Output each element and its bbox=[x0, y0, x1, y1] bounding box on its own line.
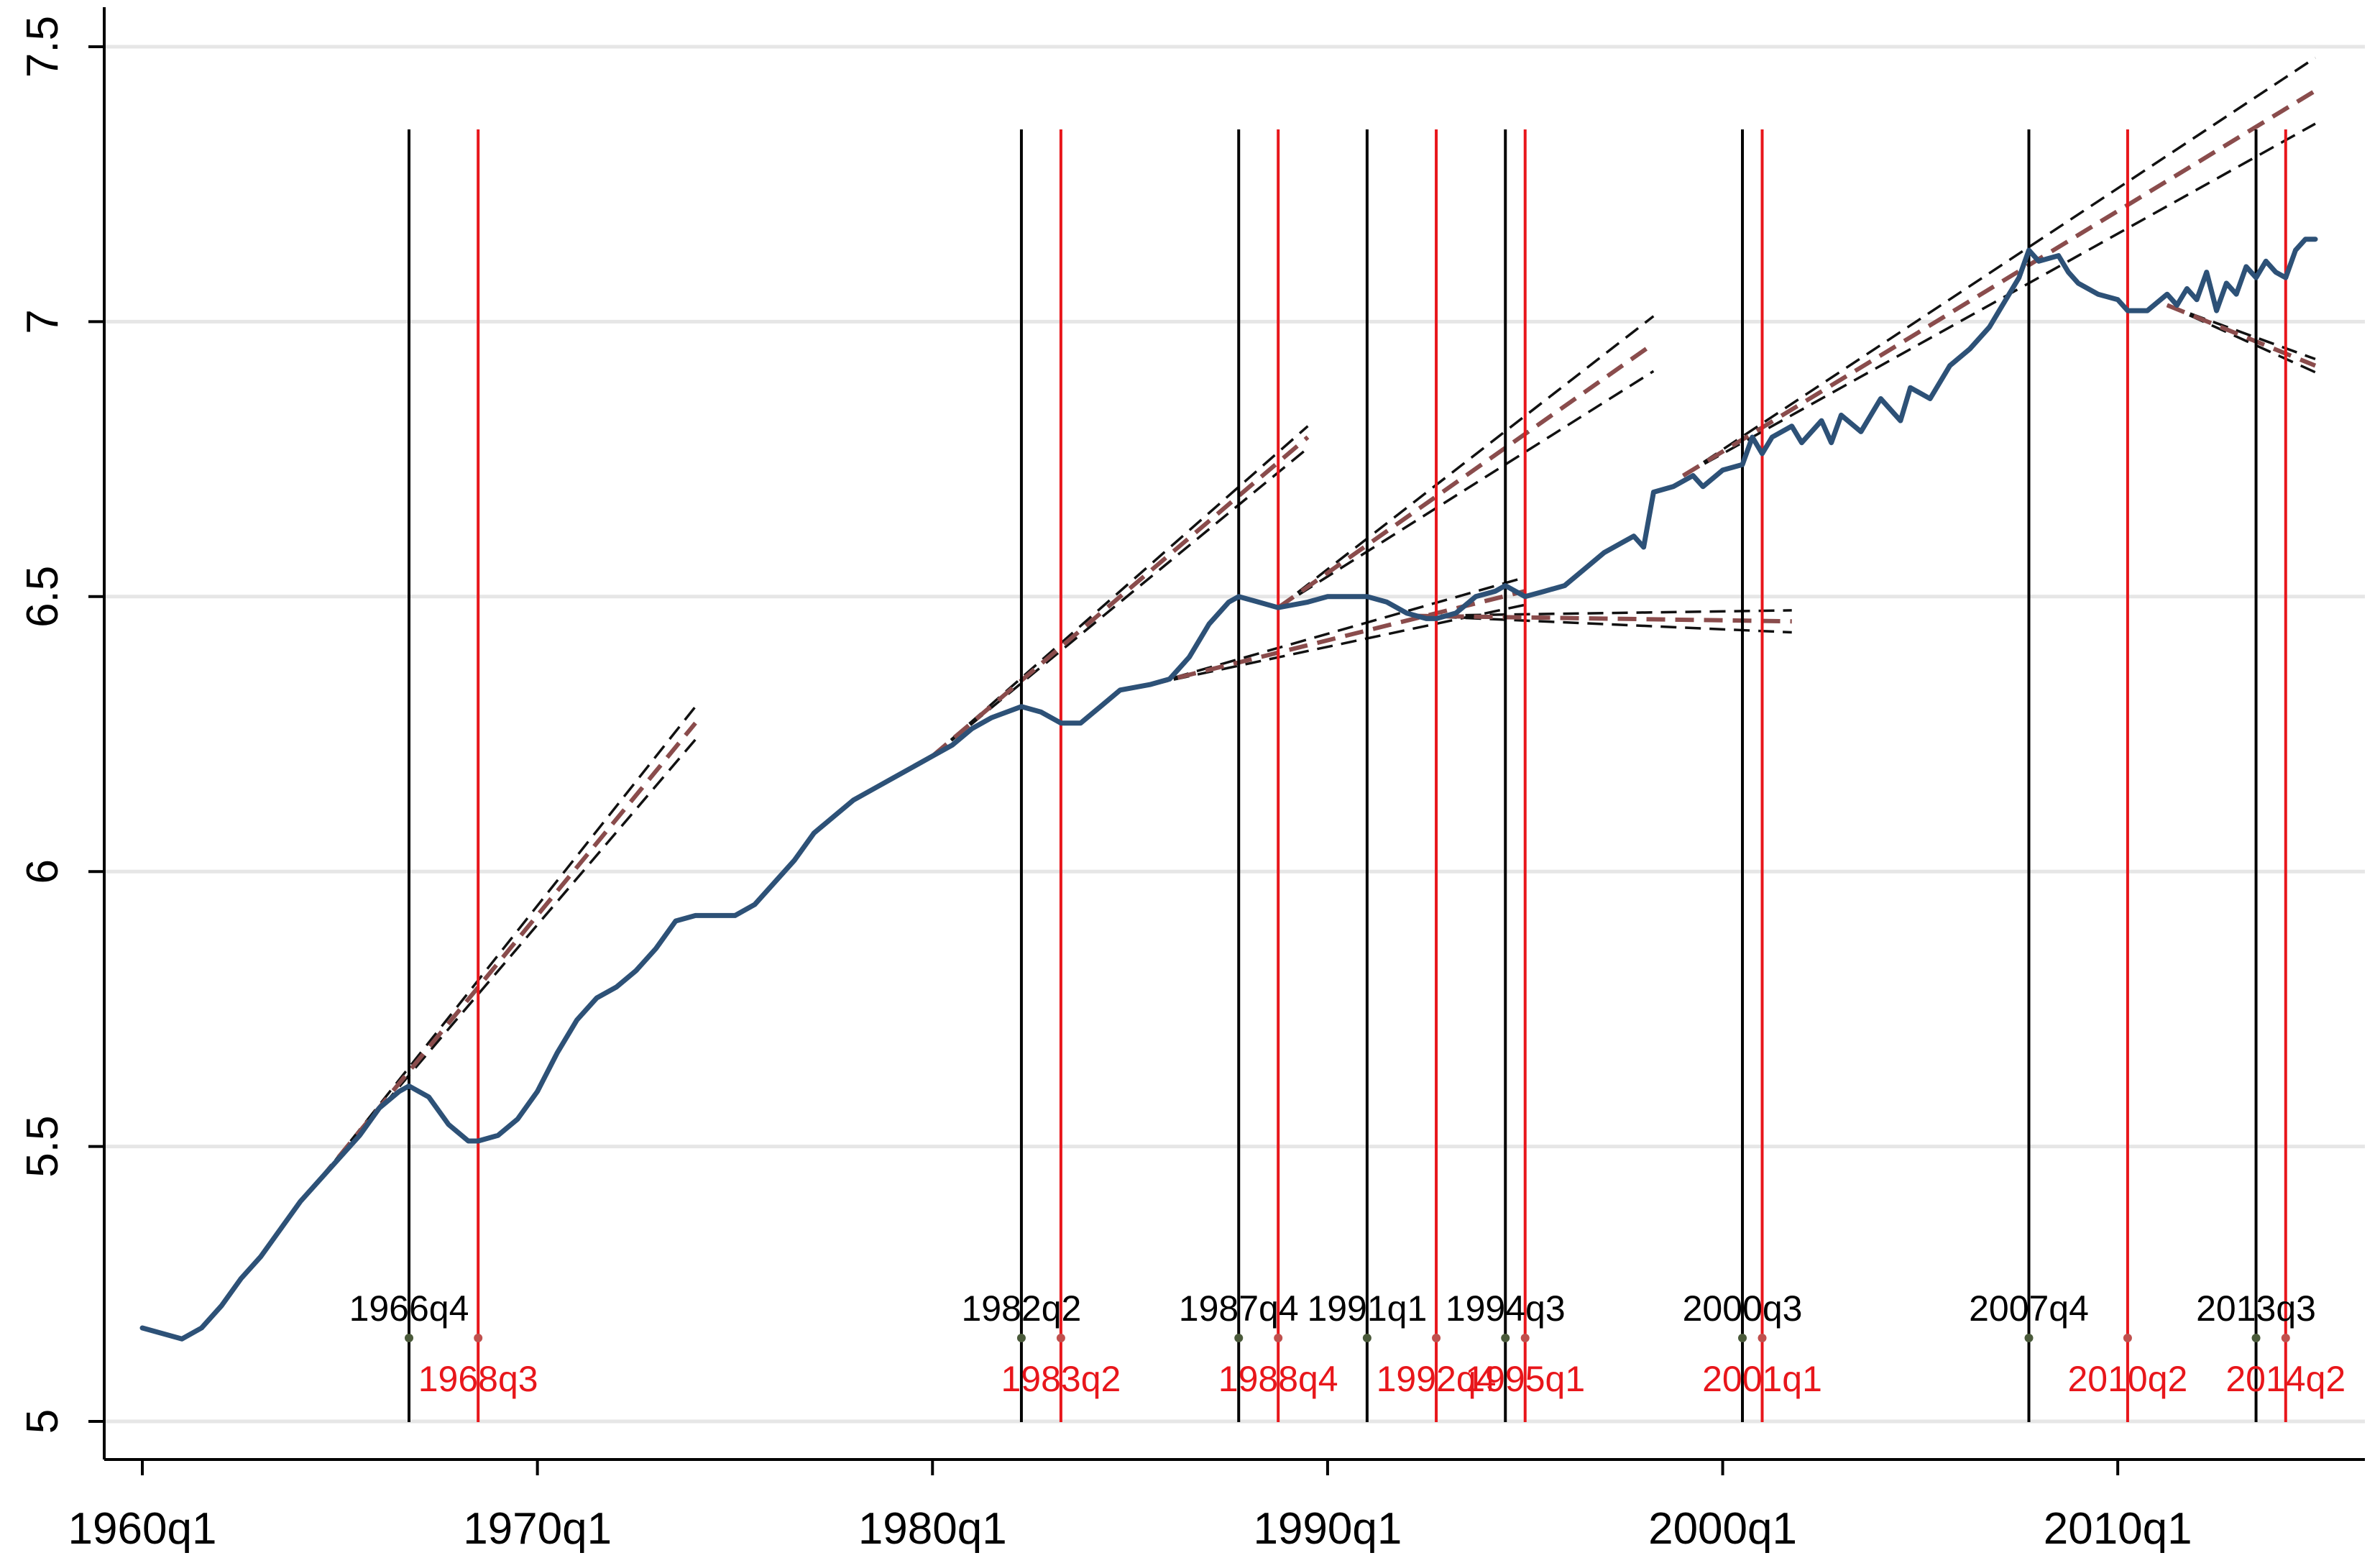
series-layer bbox=[139, 237, 2318, 1342]
y-tick-label: 6.5 bbox=[18, 566, 68, 628]
y-tick-label: 5 bbox=[18, 1409, 68, 1434]
turning-point-markers bbox=[405, 1334, 2290, 1342]
peak-label: 1991q1 bbox=[1307, 1288, 1427, 1329]
y-tick-label: 7 bbox=[18, 309, 68, 334]
x-tick-label: 1980q1 bbox=[858, 1504, 1007, 1554]
y-tick-label: 6 bbox=[18, 859, 68, 884]
trough-label: 1988q4 bbox=[1218, 1359, 1338, 1399]
peak-label: 2013q3 bbox=[2196, 1288, 2316, 1329]
peak-label: 1966q4 bbox=[349, 1288, 469, 1329]
trend-line bbox=[931, 435, 1310, 758]
x-tick-label: 1970q1 bbox=[463, 1504, 612, 1554]
trough-marker bbox=[1274, 1334, 1283, 1342]
trough-label: 1968q3 bbox=[418, 1359, 538, 1399]
x-tick-label: 1960q1 bbox=[68, 1504, 217, 1554]
x-tick-label: 1990q1 bbox=[1253, 1504, 1402, 1554]
trough-marker bbox=[1520, 1334, 1530, 1342]
peak-marker bbox=[1234, 1334, 1244, 1342]
trend-line bbox=[2166, 303, 2317, 368]
trend-line bbox=[1682, 88, 2317, 478]
trough-marker bbox=[474, 1334, 483, 1342]
peak-marker bbox=[1016, 1334, 1026, 1342]
peak-label: 1982q2 bbox=[962, 1288, 1082, 1329]
trend-band-line bbox=[932, 425, 1309, 757]
axes: 5 5.5 6 6.5 7 7.5 1960q1 1970q1 1980q1 1990q1 2000… bbox=[18, 7, 2365, 1554]
peak-label: 1987q4 bbox=[1179, 1288, 1299, 1329]
y-tick-label: 5.5 bbox=[18, 1115, 68, 1177]
trend-band-line bbox=[1277, 315, 1655, 609]
trend-line bbox=[1277, 342, 1655, 610]
trend-line bbox=[1416, 613, 1792, 624]
trough-label: 1983q2 bbox=[1001, 1359, 1121, 1399]
trend-band-line bbox=[2167, 303, 2316, 361]
trough-marker bbox=[2281, 1334, 2290, 1342]
trend-band-line bbox=[1682, 56, 2316, 477]
peak-marker bbox=[1738, 1334, 1747, 1342]
trough-marker bbox=[2123, 1334, 2132, 1342]
x-tick-label: 2010q1 bbox=[2044, 1504, 2192, 1554]
trend-band-line bbox=[1149, 576, 1526, 686]
trough-label: 2010q2 bbox=[2067, 1359, 2187, 1399]
trend-band-line bbox=[1277, 370, 1655, 609]
trough-marker bbox=[1056, 1334, 1065, 1342]
trough-marker bbox=[1432, 1334, 1441, 1342]
trough-label: 2014q2 bbox=[2225, 1359, 2345, 1399]
turning-point-lines bbox=[408, 129, 2287, 1422]
trough-label: 2001q1 bbox=[1702, 1359, 1822, 1399]
x-tick-label: 2000q1 bbox=[1648, 1504, 1797, 1554]
trend-band-line bbox=[2167, 303, 2316, 374]
series-line bbox=[139, 237, 2318, 1342]
peak-marker bbox=[2251, 1334, 2261, 1342]
peak-marker bbox=[1362, 1334, 1372, 1342]
trend-band-line bbox=[932, 446, 1309, 757]
peak-label: 2007q4 bbox=[1969, 1288, 2089, 1329]
peak-label: 2000q3 bbox=[1683, 1288, 1803, 1329]
peak-marker bbox=[405, 1334, 414, 1342]
peak-label: 1994q3 bbox=[1446, 1288, 1566, 1329]
trough-label: 1995q1 bbox=[1465, 1359, 1585, 1399]
trough-label: 1992q4 bbox=[1377, 1359, 1497, 1399]
trough-marker bbox=[1758, 1334, 1767, 1342]
peak-marker bbox=[2024, 1334, 2034, 1342]
peak-marker bbox=[1501, 1334, 1510, 1342]
turning-point-labels: 1966q4 1982q2 1987q4 1991q1 1994q3 2000q3 2007… bbox=[349, 1288, 2346, 1399]
y-tick-label: 7.5 bbox=[18, 16, 68, 78]
